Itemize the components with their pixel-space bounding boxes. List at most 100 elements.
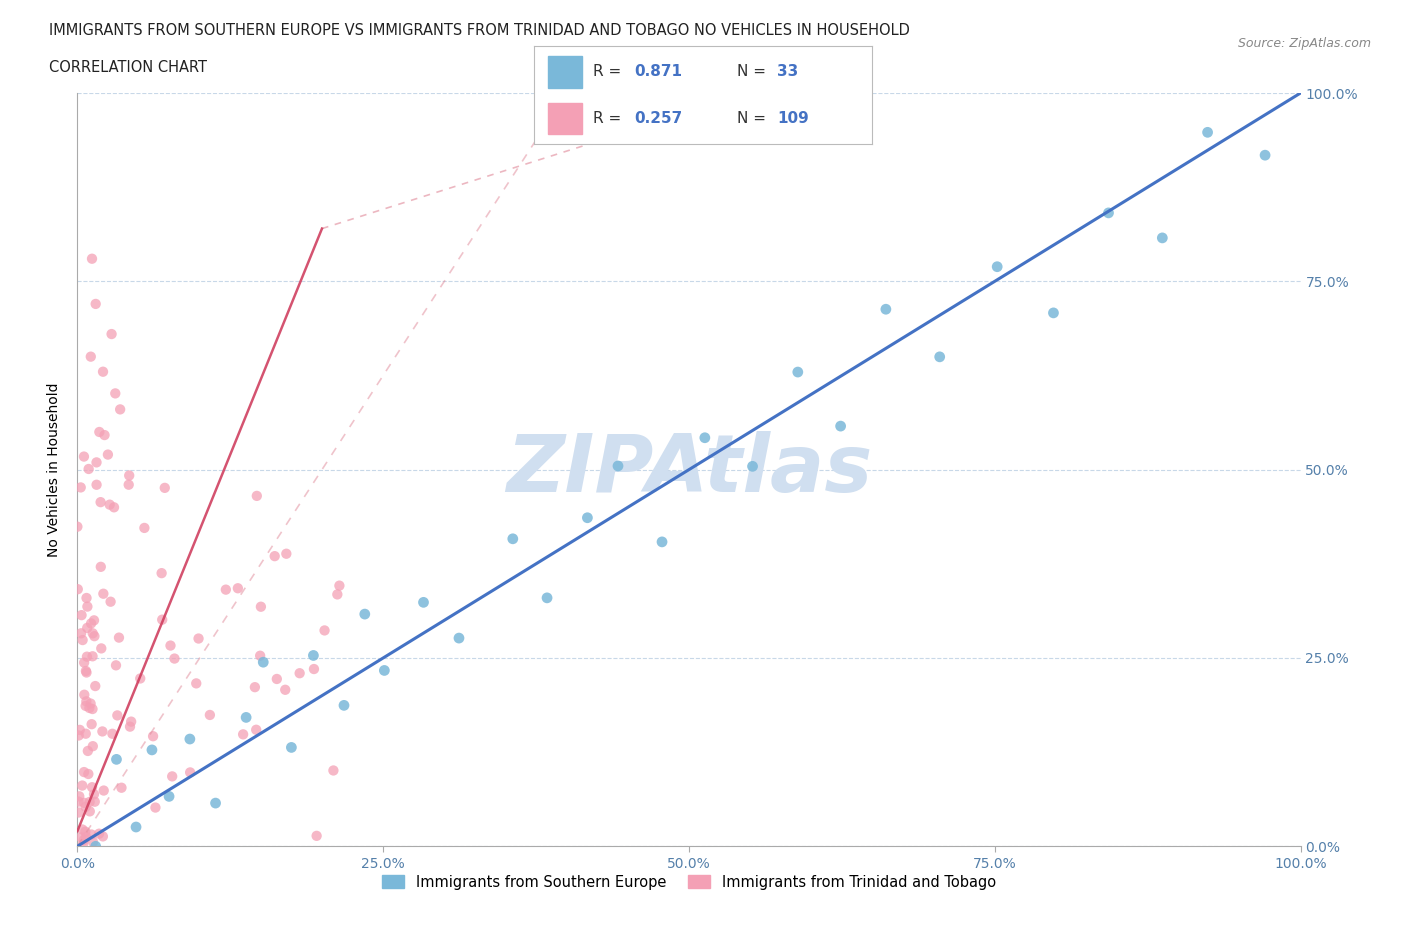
Point [75,726,97,741]
Point [280,740,302,755]
Point [536,591,558,605]
Point [302,648,325,663]
Point [91,829,114,844]
Point [266,671,288,686]
Text: N =: N = [737,64,770,79]
Point [91,365,114,379]
Point [70,830,93,844]
Point [141,742,163,757]
Point [79,794,101,809]
Point [215,582,238,597]
Point [928,350,950,365]
Point [70,626,93,641]
Point [1152,231,1174,246]
Y-axis label: No Vehicles in Household: No Vehicles in Household [48,382,62,557]
Point [120,714,142,729]
Point [93,428,115,443]
Point [145,800,167,815]
Point [83,794,105,809]
Text: 0.257: 0.257 [634,112,682,126]
Point [305,829,328,844]
Point [72,822,94,837]
Point [105,708,128,723]
Point [246,488,269,503]
Point [104,386,127,401]
Point [86,455,108,470]
Point [84,679,107,694]
Text: R =: R = [593,112,627,126]
Point [1097,206,1119,220]
Text: ZIPAtlas: ZIPAtlas [506,431,872,509]
Point [741,458,763,473]
Point [830,418,852,433]
Point [333,698,356,712]
Point [80,717,103,732]
Point [76,665,98,680]
Point [252,655,274,670]
Point [76,649,98,664]
Point [86,477,108,492]
Point [187,631,209,646]
Text: Source: ZipAtlas.com: Source: ZipAtlas.com [1237,37,1371,50]
Point [263,549,285,564]
Point [80,779,103,794]
Point [693,431,716,445]
Text: IMMIGRANTS FROM SOUTHERN EUROPE VS IMMIGRANTS FROM TRINIDAD AND TOBAGO NO VEHICL: IMMIGRANTS FROM SOUTHERN EUROPE VS IMMIG… [49,23,910,38]
Point [75,824,97,839]
Point [186,676,208,691]
Point [103,500,125,515]
Point [353,606,375,621]
Point [76,591,98,605]
Point [302,661,325,676]
Point [322,763,344,777]
Point [73,655,96,670]
Point [412,595,434,610]
Point [134,521,156,536]
Point [108,402,131,417]
Point [118,477,141,492]
Point [373,663,395,678]
Point [288,666,311,681]
Point [67,805,90,820]
Point [70,607,93,622]
Point [77,461,100,476]
Point [179,732,201,747]
Point [159,638,181,653]
Point [75,694,97,709]
Point [73,764,96,779]
Point [72,778,94,793]
Point [447,631,470,645]
Point [98,498,121,512]
Point [100,594,122,609]
Text: 33: 33 [778,64,799,79]
Point [77,766,100,781]
Point [245,723,267,737]
Point [73,795,96,810]
Bar [548,56,582,87]
Point [150,565,173,580]
Point [110,780,132,795]
Text: CORRELATION CHART: CORRELATION CHART [49,60,207,75]
Point [179,765,201,780]
Point [150,612,173,627]
Point [69,723,91,737]
Bar [548,103,582,135]
Point [67,789,90,804]
Point [66,519,89,534]
Point [101,726,124,741]
Point [105,658,128,672]
Legend: Immigrants from Southern Europe, Immigrants from Trinidad and Tobago: Immigrants from Southern Europe, Immigra… [377,869,1001,896]
Point [83,613,105,628]
Point [82,834,104,849]
Point [80,827,103,842]
Point [576,511,599,525]
Point [80,616,103,631]
Point [1197,125,1219,140]
Point [76,620,98,635]
Point [204,796,226,811]
Point [129,671,152,686]
Point [105,752,128,767]
Point [243,680,266,695]
Point [607,458,630,473]
Point [75,830,97,844]
